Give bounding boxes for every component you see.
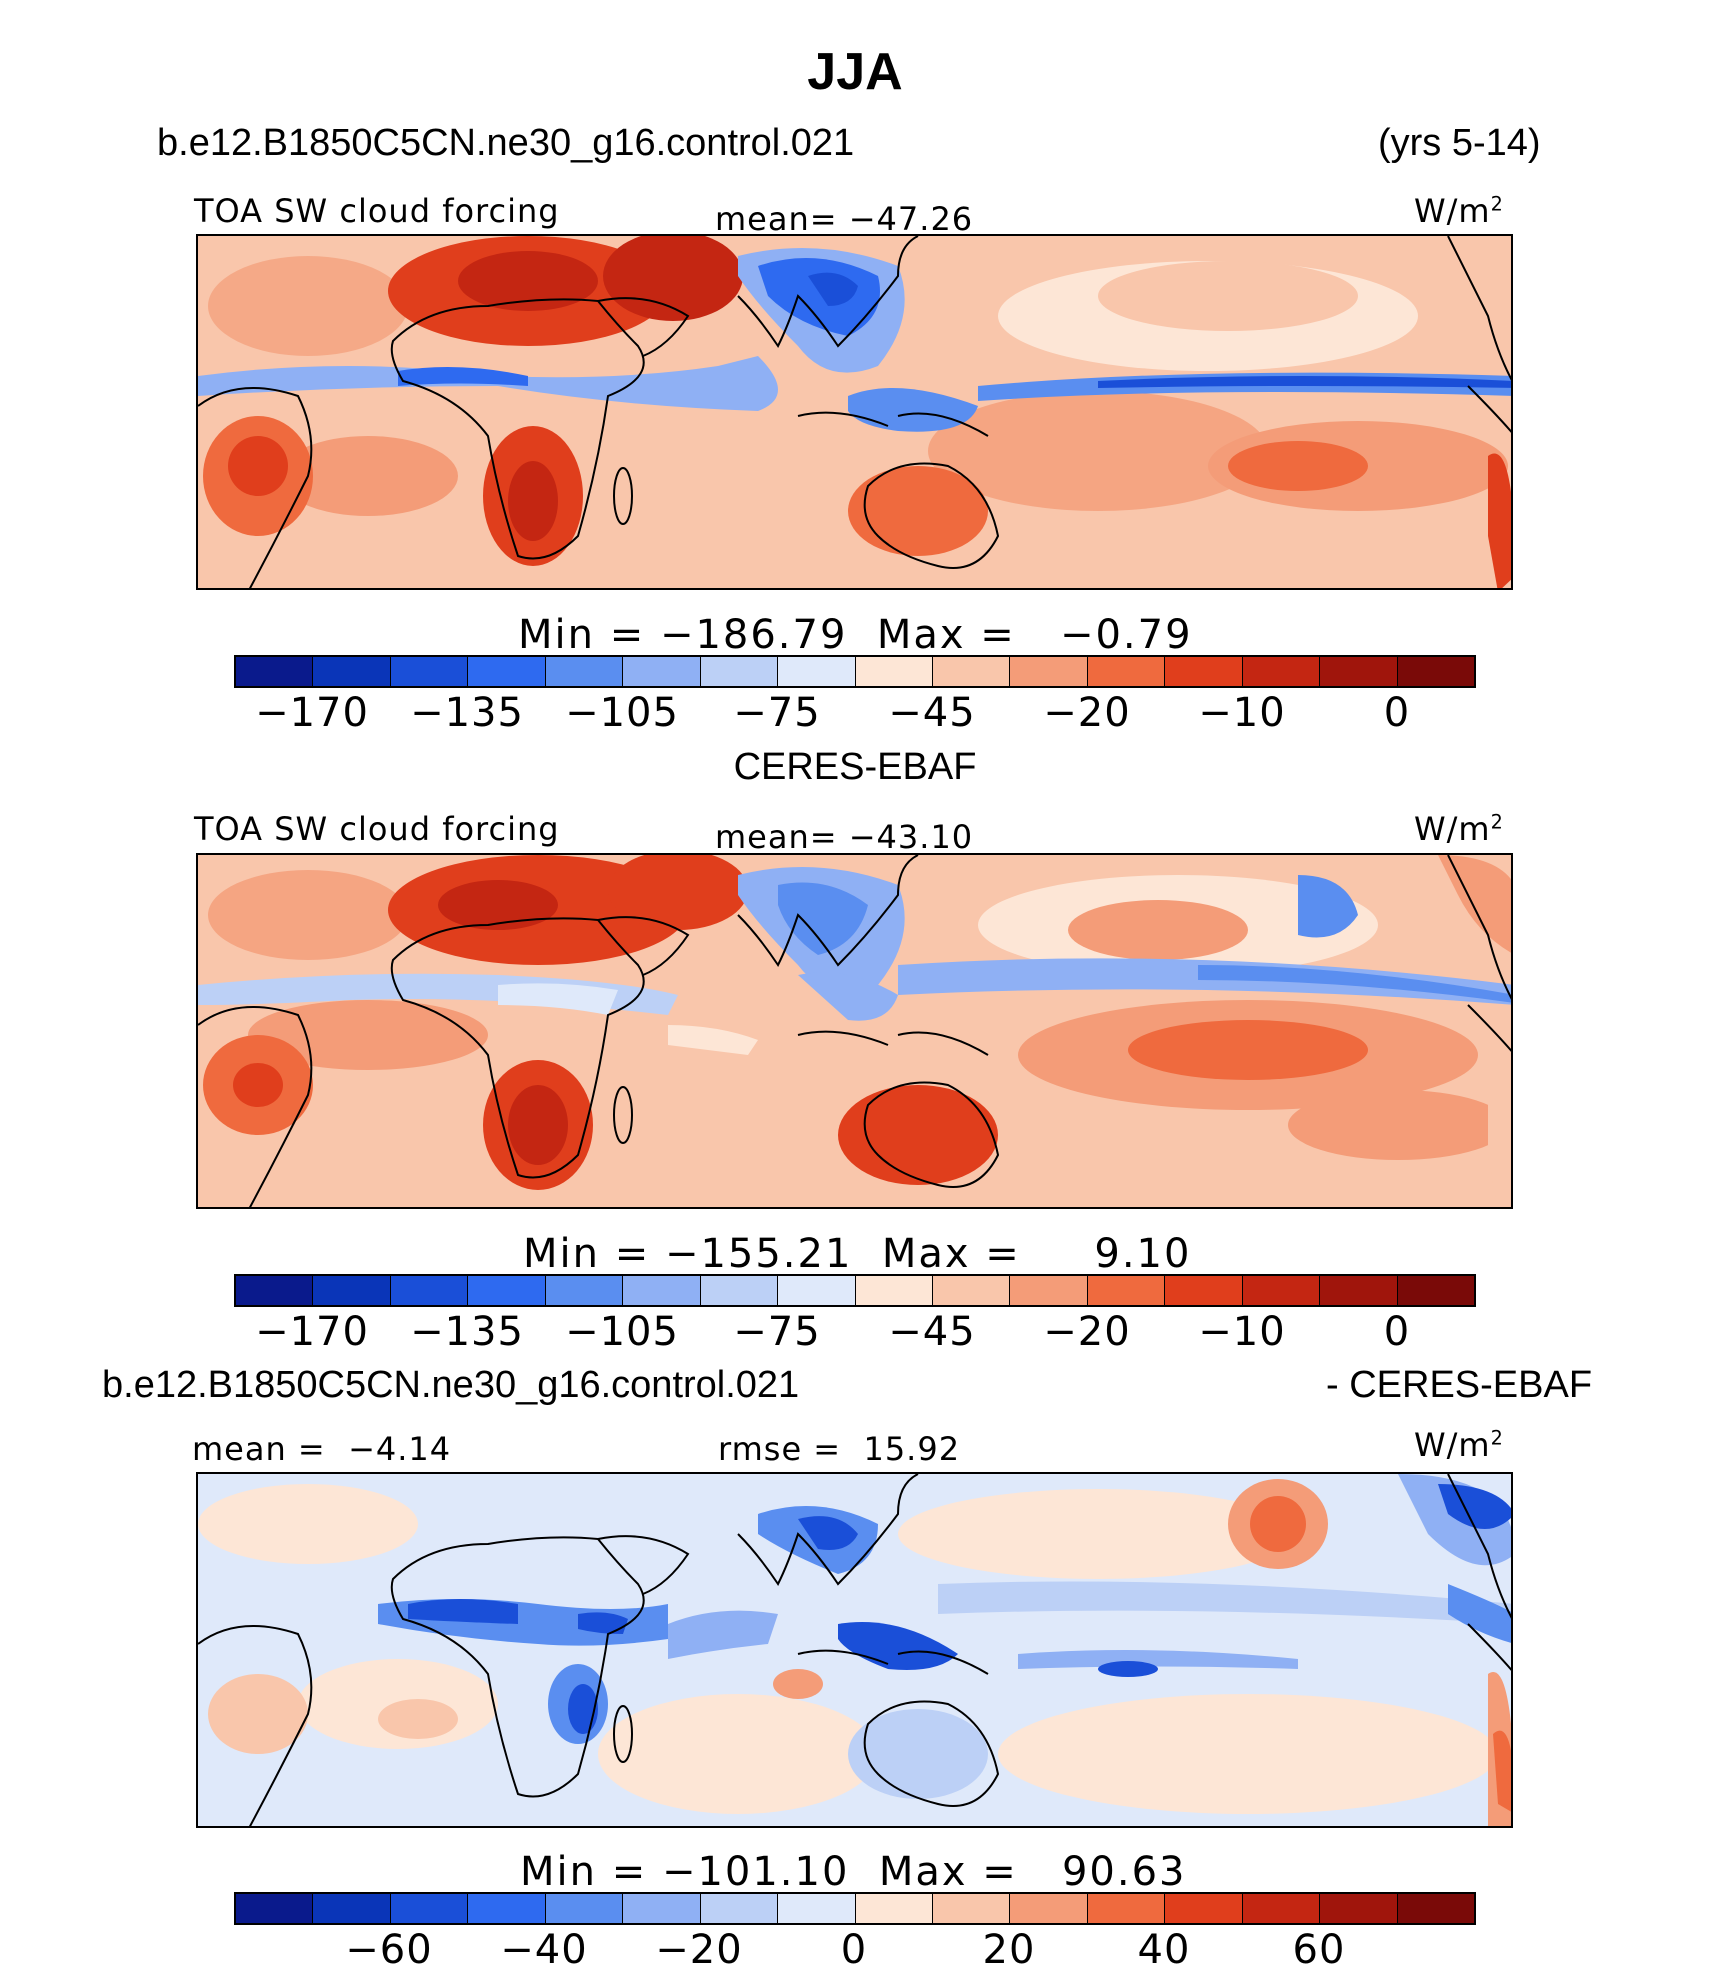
colorbar-swatch <box>390 657 469 686</box>
mean-stat: mean= −47.26 <box>715 200 974 238</box>
colorbar-swatch <box>700 657 779 686</box>
colorbar-tick: −60 <box>345 1927 433 1973</box>
mean-stat: mean = −4.14 <box>192 1430 452 1468</box>
colorbar-swatch <box>1320 1894 1398 1923</box>
colorbar-tick: −10 <box>1198 690 1286 736</box>
colorbar-obs <box>234 1274 1476 1307</box>
colorbar-swatch <box>1165 657 1243 686</box>
years-label: (yrs 5-14) <box>1378 122 1541 164</box>
colorbar-swatch <box>778 1894 856 1923</box>
colorbar-swatch <box>313 657 391 686</box>
colorbar-swatch <box>1242 1894 1321 1923</box>
colorbar-tick: −45 <box>888 1309 976 1355</box>
colorbar-tick: −20 <box>1043 690 1131 736</box>
colorbar-tick: −20 <box>655 1927 743 1973</box>
colorbar-tick: −75 <box>733 690 821 736</box>
colorbar-swatch <box>932 657 1011 686</box>
colorbar-swatch <box>468 1276 546 1305</box>
diff-caption-left: b.e12.B1850C5CN.ne30_g16.control.021 <box>102 1364 800 1406</box>
colorbar-swatch <box>932 1276 1011 1305</box>
min-max-stat: Min = −155.21 Max = 9.10 <box>523 1231 1192 1277</box>
colorbar-model <box>234 655 1476 688</box>
colorbar-swatch <box>778 657 856 686</box>
colorbar-tick: −45 <box>888 690 976 736</box>
colorbar-tick: 20 <box>982 1927 1036 1973</box>
colorbar-swatch <box>700 1276 779 1305</box>
colorbar-swatch <box>623 1276 701 1305</box>
colorbar-swatch <box>1087 1276 1166 1305</box>
colorbar-swatch <box>1165 1276 1243 1305</box>
units-label: W/m2 <box>1414 810 1504 848</box>
rmse-stat: rmse = 15.92 <box>718 1430 961 1468</box>
map-panel-diff <box>196 1472 1513 1828</box>
colorbar-tick: −135 <box>410 1309 524 1355</box>
colorbar-swatch <box>1242 657 1321 686</box>
panel-caption-obs: CERES-EBAF <box>733 746 977 788</box>
colorbar-swatch <box>313 1894 391 1923</box>
colorbar-diff <box>234 1892 1476 1925</box>
contour-field-obs <box>198 855 1511 1207</box>
colorbar-tick: −10 <box>1198 1309 1286 1355</box>
contour-field-diff <box>198 1474 1511 1826</box>
colorbar-swatch <box>855 1894 933 1923</box>
diff-caption-right: - CERES-EBAF <box>1326 1364 1593 1406</box>
colorbar-tick: 0 <box>840 1927 868 1973</box>
colorbar-swatch <box>932 1894 1011 1923</box>
colorbar-swatch <box>623 657 701 686</box>
colorbar-tick: −20 <box>1043 1309 1131 1355</box>
contour-field-model <box>198 236 1511 588</box>
colorbar-swatch <box>855 657 933 686</box>
colorbar-swatch <box>1010 657 1088 686</box>
colorbar-swatch <box>313 1276 391 1305</box>
colorbar-swatch <box>1010 1894 1088 1923</box>
min-max-stat: Min = −186.79 Max = −0.79 <box>518 612 1193 658</box>
colorbar-swatch <box>778 1276 856 1305</box>
colorbar-swatch <box>1397 1894 1474 1923</box>
variable-label: TOA SW cloud forcing <box>194 192 560 230</box>
colorbar-tick: 0 <box>1383 1309 1411 1355</box>
figure-title: JJA <box>807 43 903 101</box>
colorbar-tick: −40 <box>500 1927 588 1973</box>
colorbar-swatch <box>236 657 314 686</box>
colorbar-swatch <box>855 1276 933 1305</box>
case-name: b.e12.B1850C5CN.ne30_g16.control.021 <box>157 122 855 164</box>
colorbar-swatch <box>545 1894 624 1923</box>
colorbar-swatch <box>1320 1276 1398 1305</box>
min-max-stat: Min = −101.10 Max = 90.63 <box>520 1849 1187 1895</box>
colorbar-tick: −105 <box>565 1309 679 1355</box>
colorbar-tick: −135 <box>410 690 524 736</box>
colorbar-tick: −105 <box>565 690 679 736</box>
colorbar-swatch <box>545 657 624 686</box>
map-panel-obs <box>196 853 1513 1209</box>
colorbar-swatch <box>390 1276 469 1305</box>
colorbar-tick: 60 <box>1292 1927 1346 1973</box>
colorbar-swatch <box>1087 657 1166 686</box>
colorbar-swatch <box>1087 1894 1166 1923</box>
colorbar-tick: 0 <box>1383 690 1411 736</box>
colorbar-swatch <box>1242 1276 1321 1305</box>
colorbar-swatch <box>700 1894 779 1923</box>
colorbar-swatch <box>1010 1276 1088 1305</box>
colorbar-tick: −170 <box>255 690 369 736</box>
colorbar-swatch <box>236 1894 314 1923</box>
colorbar-swatch <box>1397 657 1474 686</box>
colorbar-swatch <box>468 657 546 686</box>
mean-stat: mean= −43.10 <box>715 818 974 856</box>
units-label: W/m2 <box>1414 192 1504 230</box>
colorbar-swatch <box>1165 1894 1243 1923</box>
colorbar-swatch <box>623 1894 701 1923</box>
colorbar-swatch <box>236 1276 314 1305</box>
colorbar-swatch <box>545 1276 624 1305</box>
colorbar-swatch <box>390 1894 469 1923</box>
colorbar-tick: 40 <box>1137 1927 1191 1973</box>
units-label: W/m2 <box>1414 1426 1504 1464</box>
colorbar-swatch <box>468 1894 546 1923</box>
colorbar-tick: −75 <box>733 1309 821 1355</box>
variable-label: TOA SW cloud forcing <box>194 810 560 848</box>
map-panel-model <box>196 234 1513 590</box>
colorbar-swatch <box>1320 657 1398 686</box>
colorbar-tick: −170 <box>255 1309 369 1355</box>
colorbar-swatch <box>1397 1276 1474 1305</box>
